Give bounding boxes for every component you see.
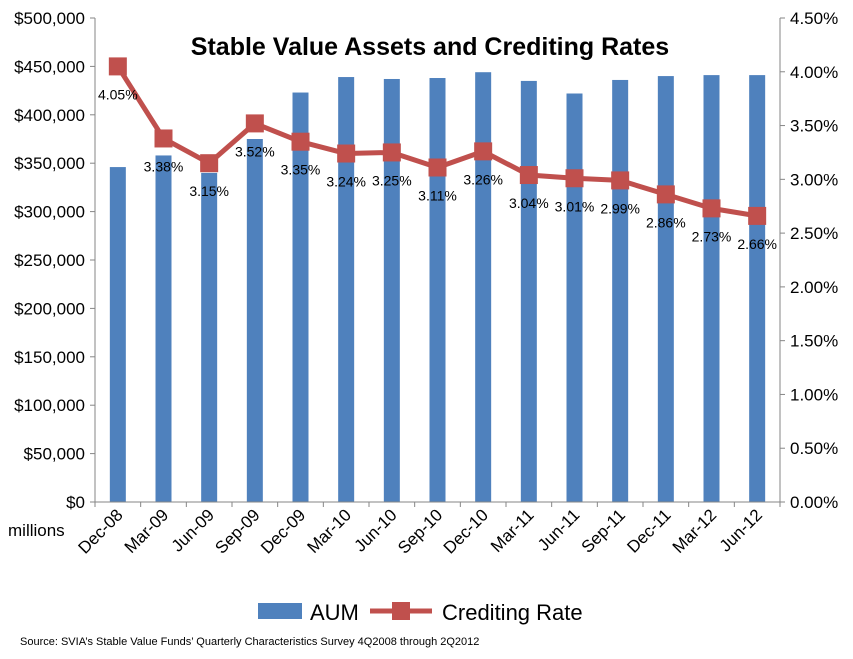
- x-tick-label: Mar-09: [121, 505, 173, 557]
- crediting-rate-marker: [428, 158, 447, 177]
- y-left-tick-label: $150,000: [14, 348, 85, 367]
- legend: AUM Crediting Rate: [258, 600, 583, 625]
- aum-bar: [429, 78, 446, 503]
- y-left-tick-label: $250,000: [14, 251, 85, 270]
- crediting-rate-data-label: 4.05%: [98, 86, 138, 102]
- y-right-tick-label: 3.00%: [790, 170, 838, 189]
- y-left-tick-label: $450,000: [14, 57, 85, 76]
- aum-bar: [109, 167, 126, 502]
- y-right-tick-label: 2.00%: [790, 278, 838, 297]
- crediting-rate-marker: [565, 169, 584, 188]
- x-tick-label: Jun-10: [350, 505, 400, 555]
- crediting-rate-marker: [382, 143, 401, 162]
- y-left-tick-label: $350,000: [14, 154, 85, 173]
- y-left-tick-label: $0: [66, 493, 85, 512]
- aum-bar: [612, 79, 629, 503]
- crediting-rate-marker: [154, 129, 173, 148]
- legend-swatch-crediting-rate-marker: [392, 602, 410, 620]
- y-right-tick-label: 4.50%: [790, 9, 838, 28]
- y-right-tick-label: 1.00%: [790, 385, 838, 404]
- x-tick-label: Jun-11: [534, 505, 583, 554]
- x-tick-label: Sep-09: [211, 505, 263, 557]
- aum-bar: [246, 139, 263, 502]
- aum-bar: [201, 172, 218, 502]
- crediting-rate-marker: [108, 57, 127, 76]
- crediting-rate-data-label: 3.25%: [372, 172, 412, 188]
- y-right-tick-label: 4.00%: [790, 63, 838, 82]
- crediting-rate-data-label: 2.86%: [646, 214, 686, 230]
- crediting-rate-marker: [200, 154, 219, 173]
- crediting-rate-data-label: 3.35%: [281, 162, 321, 178]
- aum-bar: [520, 80, 537, 503]
- x-tick-label: Sep-11: [578, 505, 629, 556]
- x-tick-label: Mar-12: [669, 505, 721, 557]
- crediting-rate-marker: [291, 132, 310, 151]
- y-right-tick-label: 0.50%: [790, 439, 838, 458]
- y-right-tick-label: 0.00%: [790, 493, 838, 512]
- x-tick-label: Sep-10: [394, 505, 446, 557]
- x-tick-label: Dec-08: [74, 505, 126, 557]
- x-tick-label: Jun-09: [168, 505, 218, 555]
- x-tick-label: Dec-09: [257, 505, 309, 557]
- y-left-unit-label: millions: [8, 521, 65, 540]
- crediting-rate-marker: [337, 144, 356, 163]
- y-left-tick-label: $50,000: [24, 445, 85, 464]
- crediting-rate-data-label: 3.26%: [463, 171, 503, 187]
- aum-bar: [475, 72, 492, 502]
- x-tick-label: Jun-12: [716, 505, 766, 555]
- crediting-rate-data-label: 3.01%: [555, 198, 595, 214]
- aum-bar: [657, 76, 674, 502]
- y-left-tick-label: $300,000: [14, 203, 85, 222]
- aum-bar: [383, 78, 400, 502]
- legend-swatch-aum: [258, 603, 302, 619]
- y-left-tick-label: $100,000: [14, 396, 85, 415]
- y-right-tick-label: 3.50%: [790, 117, 838, 136]
- legend-label-crediting-rate: Crediting Rate: [442, 600, 583, 625]
- x-tick-label: Dec-10: [440, 505, 492, 557]
- aum-bar: [338, 77, 355, 502]
- y-right-tick-label: 1.50%: [790, 332, 838, 351]
- crediting-rate-data-label: 3.24%: [326, 174, 366, 190]
- x-tick-label: Mar-11: [487, 505, 538, 556]
- crediting-rate-data-label: 3.04%: [509, 195, 549, 211]
- crediting-rate-marker: [474, 142, 493, 161]
- source-note: Source: SVIA’s Stable Value Funds’ Quart…: [20, 636, 479, 648]
- crediting-rate-data-label: 2.73%: [692, 228, 732, 244]
- crediting-rate-marker: [702, 199, 721, 218]
- aum-bar: [566, 93, 583, 502]
- y-left-tick-label: $500,000: [14, 9, 85, 28]
- crediting-rate-data-label: 2.66%: [737, 236, 777, 252]
- x-tick-label: Dec-11: [623, 505, 674, 556]
- crediting-rate-marker: [245, 114, 264, 133]
- chart-title: Stable Value Assets and Crediting Rates: [191, 33, 669, 61]
- crediting-rate-marker: [519, 166, 538, 185]
- aum-bar: [155, 155, 172, 502]
- x-tick-label: Mar-10: [303, 505, 355, 557]
- y-right-tick-label: 2.50%: [790, 224, 838, 243]
- crediting-rate-data-label: 3.11%: [418, 188, 457, 204]
- y-left-tick-label: $200,000: [14, 299, 85, 318]
- crediting-rate-data-label: 3.38%: [144, 158, 184, 174]
- crediting-rate-data-label: 2.99%: [600, 200, 640, 216]
- aum-bar: [292, 92, 309, 502]
- crediting-rate-marker: [656, 185, 675, 204]
- legend-label-aum: AUM: [310, 600, 359, 625]
- aum-bar: [749, 75, 766, 502]
- crediting-rate-marker: [748, 206, 767, 225]
- aum-bar: [703, 75, 720, 502]
- crediting-rate-data-label: 3.15%: [189, 183, 229, 199]
- crediting-rate-data-label: 3.52%: [235, 143, 275, 159]
- crediting-rate-marker: [611, 171, 630, 190]
- y-left-tick-label: $400,000: [14, 106, 85, 125]
